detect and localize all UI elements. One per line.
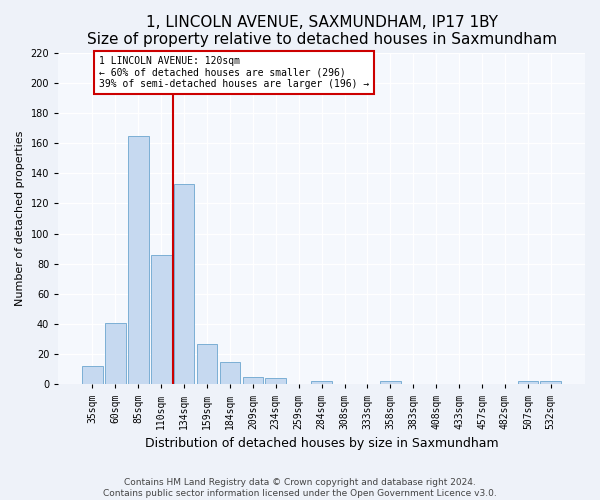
Bar <box>174 184 194 384</box>
Bar <box>380 382 401 384</box>
Bar <box>82 366 103 384</box>
Bar <box>311 382 332 384</box>
Text: Contains HM Land Registry data © Crown copyright and database right 2024.
Contai: Contains HM Land Registry data © Crown c… <box>103 478 497 498</box>
Bar <box>541 382 561 384</box>
Y-axis label: Number of detached properties: Number of detached properties <box>15 131 25 306</box>
Bar <box>518 382 538 384</box>
Bar <box>128 136 149 384</box>
Bar <box>220 362 240 384</box>
Text: 1 LINCOLN AVENUE: 120sqm
← 60% of detached houses are smaller (296)
39% of semi-: 1 LINCOLN AVENUE: 120sqm ← 60% of detach… <box>100 56 370 89</box>
Bar <box>242 377 263 384</box>
Bar <box>151 254 172 384</box>
Bar <box>197 344 217 384</box>
Title: 1, LINCOLN AVENUE, SAXMUNDHAM, IP17 1BY
Size of property relative to detached ho: 1, LINCOLN AVENUE, SAXMUNDHAM, IP17 1BY … <box>86 15 557 48</box>
X-axis label: Distribution of detached houses by size in Saxmundham: Distribution of detached houses by size … <box>145 437 499 450</box>
Bar <box>105 322 125 384</box>
Bar <box>265 378 286 384</box>
